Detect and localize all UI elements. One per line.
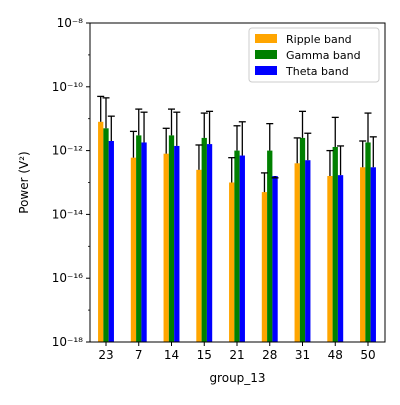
- x-axis: 23 7 14 15 21 28 31 48 50: [98, 342, 376, 362]
- y-axis-label: Power (V²): [17, 151, 31, 213]
- x-tick-label-23: 23: [98, 348, 113, 362]
- x-tick-label-15: 15: [197, 348, 212, 362]
- x-tick-label-28: 28: [262, 348, 277, 362]
- bar-ripple-band-21: [229, 182, 235, 342]
- bar-ripple-band-50: [360, 167, 366, 342]
- x-tick-label-31: 31: [295, 348, 310, 362]
- legend-label-gamma-band: Gamma band: [286, 49, 361, 62]
- x-tick-label-21: 21: [229, 348, 244, 362]
- legend-swatch-gamma-band: [255, 50, 277, 59]
- bar-ripple-band-7: [130, 157, 137, 342]
- bar-ripple-band-23: [98, 121, 104, 342]
- bar-ripple-band-31: [294, 163, 300, 342]
- error-bars-layer: [97, 95, 377, 193]
- x-axis-label: group_13: [209, 371, 265, 385]
- bar-theta-band-7: [141, 142, 147, 342]
- legend-swatch-theta-band: [255, 66, 277, 75]
- bar-gamma-band-14: [168, 135, 175, 342]
- y-axis: 10⁻¹⁸ 10⁻¹⁶ 10⁻¹⁴ 10⁻¹² 10⁻¹⁰ 10⁻⁸: [52, 16, 90, 349]
- bar-gamma-band-7: [136, 135, 142, 342]
- bar-theta-band-31: [305, 160, 311, 342]
- bar-gamma-band-50: [365, 142, 371, 342]
- bar-gamma-band-31: [299, 137, 306, 342]
- y-tick-label: 10⁻¹⁶: [52, 271, 83, 285]
- bar-theta-band-28: [272, 175, 278, 342]
- bar-ripple-band-28: [261, 192, 268, 342]
- y-tick-label: 10⁻¹⁸: [52, 335, 83, 349]
- x-tick-label-48: 48: [328, 348, 343, 362]
- legend-label-theta-band: Theta band: [285, 65, 349, 78]
- bar-ripple-band-48: [327, 175, 333, 342]
- legend-swatch-ripple-band: [255, 34, 277, 43]
- bar-theta-band-23: [108, 141, 114, 342]
- bar-gamma-band-21: [234, 150, 240, 342]
- y-tick-label: 10⁻¹⁰: [52, 80, 83, 94]
- bar-gamma-band-23: [103, 128, 109, 342]
- y-tick-label: 10⁻¹⁴: [52, 207, 83, 221]
- legend-label-ripple-band: Ripple band: [286, 33, 352, 46]
- bar-theta-band-50: [370, 167, 376, 342]
- x-tick-label-50: 50: [360, 348, 375, 362]
- x-tick-label-14: 14: [164, 348, 179, 362]
- bar-ripple-band-14: [163, 153, 169, 342]
- y-tick-label: 10⁻¹²: [52, 144, 83, 158]
- legend: Ripple band Gamma band Theta band: [248, 27, 380, 83]
- bar-gamma-band-48: [332, 146, 338, 342]
- bar-theta-band-14: [174, 145, 180, 342]
- bar-gamma-band-28: [267, 150, 273, 342]
- legend-box: [248, 27, 380, 83]
- bar-theta-band-21: [239, 155, 245, 342]
- bars-layer: [98, 121, 376, 342]
- bar-theta-band-15: [206, 144, 213, 342]
- bar-gamma-band-15: [201, 137, 207, 342]
- bar-ripple-band-15: [196, 169, 202, 342]
- x-tick-label-7: 7: [135, 348, 143, 362]
- bar-theta-band-48: [337, 175, 344, 342]
- y-tick-label: 10⁻⁸: [57, 16, 84, 30]
